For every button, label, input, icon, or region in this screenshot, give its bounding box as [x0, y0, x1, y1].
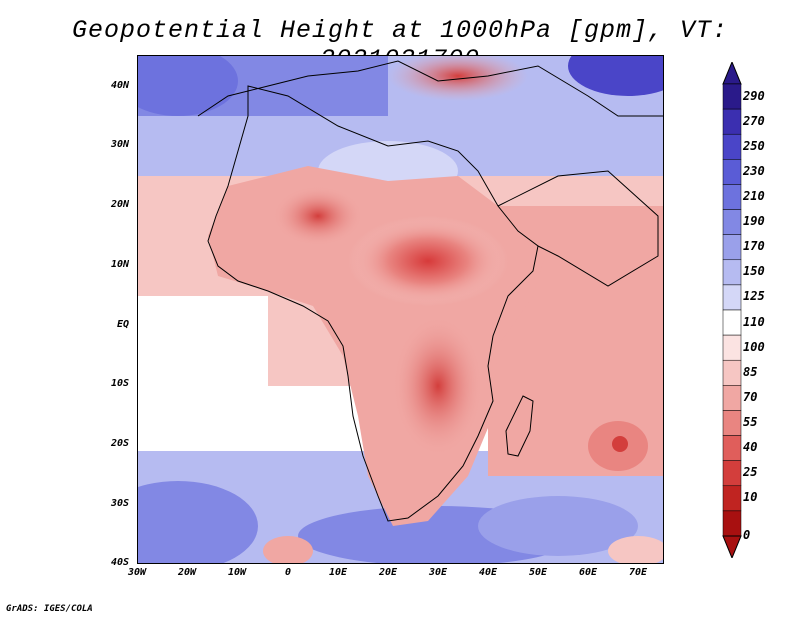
colorbar-label: 150	[743, 264, 765, 279]
colorbar-swatch	[722, 485, 742, 512]
colorbar-label: 85	[743, 364, 758, 379]
colorbar-label: 25	[743, 465, 758, 480]
colorbar-label: 210	[743, 189, 765, 203]
colorbar-swatch	[722, 410, 742, 436]
colorbar-label: 40	[743, 440, 758, 455]
lat-label: EQ	[116, 319, 129, 330]
colorbar-label: 10	[743, 490, 758, 505]
lat-label: 40S	[110, 557, 129, 568]
lat-label: 40N	[110, 80, 129, 91]
colorbar-label: 55	[743, 415, 758, 429]
colorbar-swatch	[722, 259, 742, 286]
colorbar-swatch	[722, 309, 742, 336]
colorbar-swatch	[722, 510, 742, 537]
colorbar-label: 270	[743, 113, 765, 128]
lon-label: 30E	[428, 567, 448, 578]
lon-label: 60E	[578, 567, 598, 578]
lon-label: 10W	[227, 567, 247, 578]
colorbar-swatch	[722, 385, 742, 411]
lon-label: 0	[284, 567, 292, 578]
lon-label: 70E	[628, 567, 648, 578]
lat-label: 10N	[110, 259, 129, 270]
lat-label: 10S	[110, 378, 129, 389]
colorbar-label: 100	[743, 339, 765, 354]
lon-label: 20W	[177, 567, 197, 578]
colorbar-bottom-arrow	[722, 535, 742, 558]
colorbar	[722, 62, 742, 558]
colorbar-label: 250	[743, 138, 765, 153]
colorbar-swatch	[722, 284, 742, 311]
colorbar-label: 290	[743, 88, 765, 103]
colorbar-label: 125	[743, 289, 765, 304]
colorbar-label: 230	[743, 163, 765, 178]
colorbar-label: 70	[743, 389, 758, 404]
lon-label: 50E	[528, 567, 548, 578]
map-plot-area	[137, 55, 664, 564]
colorbar-swatch	[722, 460, 742, 487]
lon-label: 30W	[127, 567, 147, 578]
colorbar-label: 0	[743, 528, 751, 542]
lon-label: 10E	[328, 567, 348, 578]
colorbar-swatch	[722, 184, 742, 210]
colorbar-top-arrow	[722, 62, 742, 85]
lat-label: 30S	[110, 498, 129, 509]
lat-label: 20N	[110, 199, 129, 210]
colorbar-label: 170	[743, 239, 765, 254]
lat-label: 20S	[110, 438, 129, 449]
colorbar-swatch	[722, 159, 742, 185]
credit-text: GrADS: IGES/COLA	[6, 604, 93, 614]
lat-label: 30N	[110, 139, 129, 150]
colorbar-swatch	[722, 359, 742, 386]
colorbar-swatch	[722, 209, 742, 235]
lon-label: 40E	[478, 567, 498, 578]
colorbar-swatch	[722, 83, 742, 110]
colorbar-swatch	[722, 108, 742, 135]
colorbar-label: 190	[743, 214, 765, 229]
lon-label: 20E	[378, 567, 398, 578]
colorbar-swatch	[722, 334, 742, 361]
geopotential-field	[138, 56, 663, 563]
colorbar-swatch	[722, 133, 742, 160]
colorbar-swatch	[722, 234, 742, 261]
colorbar-label: 110	[743, 314, 765, 329]
colorbar-swatch	[722, 435, 742, 461]
